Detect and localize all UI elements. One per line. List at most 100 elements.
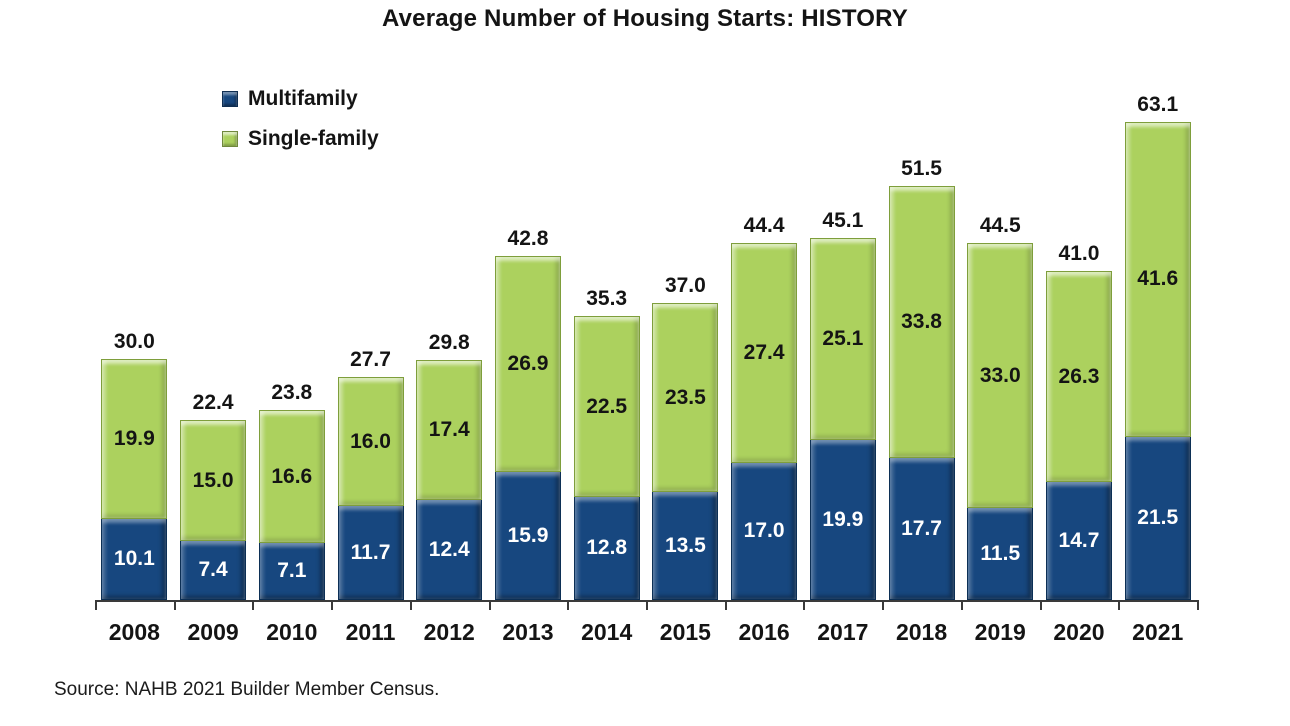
total-label-2008: 30.0: [113, 330, 155, 353]
total-label-2021: 63.1: [1137, 93, 1179, 116]
total-label-2020: 41.0: [1058, 242, 1100, 265]
segment-value-label: 19.9: [113, 427, 155, 450]
bar-segment-multifamily-2012: 12.4: [416, 500, 483, 600]
x-axis-label-2018: 2018: [895, 619, 948, 645]
x-axis-label-2017: 2017: [817, 619, 869, 645]
bar-segment-multifamily-2013: 15.9: [494, 472, 561, 600]
segment-value-label: 26.3: [1058, 364, 1100, 388]
bar-segment-multifamily-2018: 17.7: [888, 458, 955, 600]
x-axis-tick: [252, 600, 254, 610]
x-axis-tick: [1118, 600, 1120, 610]
total-label-2010: 23.8: [271, 381, 313, 404]
bar-segment-single-family-2021: 41.6: [1124, 122, 1191, 437]
x-axis-label-2008: 2008: [108, 619, 160, 645]
segment-value-label: 21.5: [1137, 505, 1179, 529]
bar-column-2014: 35.3 22.5 12.8: [567, 93, 646, 600]
bar-column-2011: 27.7 16.0 11.7: [331, 93, 410, 600]
bar-column-2021: 63.1 41.6 21.5: [1118, 93, 1197, 600]
segment-value-label: 13.5: [664, 533, 706, 557]
bar-segment-multifamily-2009: 7.4: [180, 541, 247, 600]
x-axis-label-2019: 2019: [974, 619, 1026, 645]
source-note: Source: NAHB 2021 Builder Member Census.: [54, 679, 440, 700]
bar-segment-single-family-2014: 22.5: [573, 316, 640, 497]
segment-value-label: 7.1: [277, 559, 307, 582]
bar-segment-single-family-2013: 26.9: [494, 256, 561, 472]
segment-value-label: 11.5: [980, 541, 1021, 565]
x-axis-tick: [489, 600, 491, 610]
segment-value-label: 12.8: [586, 536, 628, 559]
total-label-2011: 27.7: [350, 348, 391, 371]
x-axis-tick: [646, 600, 648, 610]
x-axis-tick: [331, 600, 333, 610]
total-label-2016: 44.4: [743, 214, 785, 237]
bar-segment-multifamily-2019: 11.5: [967, 508, 1034, 600]
x-axis-label-2012: 2012: [423, 619, 475, 645]
segment-value-label: 41.6: [1137, 267, 1179, 291]
total-label-2017: 45.1: [822, 209, 864, 232]
x-axis-tick: [725, 600, 727, 610]
multifamily-swatch-icon: [222, 91, 238, 107]
x-axis-label-2011: 2011: [345, 619, 396, 645]
total-label-2012: 29.8: [428, 331, 470, 354]
chart-title: Average Number of Housing Starts: HISTOR…: [381, 5, 909, 32]
x-axis-tick: [1040, 600, 1042, 610]
x-axis-tick: [961, 600, 963, 610]
segment-value-label: 12.4: [428, 537, 470, 561]
x-axis-tick: [95, 600, 97, 610]
total-label-2015: 37.0: [664, 274, 706, 297]
bar-column-2010: 23.8 16.6 7.1: [252, 93, 331, 600]
segment-value-label: 11.7: [350, 540, 391, 564]
segment-value-label: 17.0: [743, 519, 785, 542]
single-family-swatch-icon: [222, 131, 238, 147]
bar-segment-multifamily-2014: 12.8: [573, 497, 640, 600]
x-axis-tick: [882, 600, 884, 610]
segment-value-label: 23.5: [664, 385, 706, 409]
total-label-2019: 44.5: [979, 214, 1021, 237]
segment-value-label: 33.0: [979, 363, 1021, 387]
bar-column-2020: 41.0 26.3 14.7: [1040, 93, 1119, 600]
segment-value-label: 25.1: [822, 327, 864, 350]
bar-segment-multifamily-2021: 21.5: [1124, 436, 1191, 600]
segment-value-label: 14.7: [1058, 528, 1100, 552]
x-axis-tick: [803, 600, 805, 610]
x-axis-labels: 2008 2009 2010 2011 2012 2013 2014 2015 2016 2017…: [95, 619, 1197, 646]
legend-label-single-family: Single-family: [248, 127, 379, 150]
segment-value-label: 7.4: [198, 558, 228, 581]
bar-segment-multifamily-2020: 14.7: [1045, 482, 1112, 600]
x-axis-label-2014: 2014: [581, 619, 633, 645]
bar-column-2009: 22.4 15.0 7.4: [174, 93, 253, 600]
bar-segment-multifamily-2015: 13.5: [652, 492, 719, 600]
bar-column-2015: 37.0 23.5 13.5: [646, 93, 725, 600]
total-label-2013: 42.8: [507, 227, 549, 250]
legend-item-multifamily: Multifamily: [222, 87, 379, 111]
x-axis-label-2020: 2020: [1053, 619, 1105, 645]
segment-value-label: 17.4: [428, 418, 470, 441]
bar-segment-single-family-2008: 19.9: [101, 359, 168, 519]
segment-value-label: 19.9: [822, 507, 864, 531]
total-label-2014: 35.3: [586, 287, 628, 310]
total-label-2009: 22.4: [192, 391, 234, 414]
segment-value-label: 22.5: [586, 394, 628, 418]
segment-value-label: 27.4: [743, 341, 785, 364]
bar-column-2013: 42.8 26.9 15.9: [489, 93, 568, 600]
bar-segment-single-family-2016: 27.4: [731, 243, 798, 463]
bar-column-2017: 45.1 25.1 19.9: [803, 93, 882, 600]
total-label-2018: 51.5: [901, 157, 942, 180]
bar-column-2012: 29.8 17.4 12.4: [410, 93, 489, 600]
segment-value-label: 17.7: [901, 516, 942, 540]
bar-segment-single-family-2015: 23.5: [652, 303, 719, 492]
x-axis-tick: [567, 600, 569, 610]
bar-segment-single-family-2011: 16.0: [337, 377, 404, 506]
x-axis-label-2009: 2009: [187, 619, 239, 645]
x-axis-label-2021: 2021: [1132, 619, 1184, 645]
bar-segment-single-family-2009: 15.0: [180, 420, 247, 541]
bar-column-2018: 51.5 33.8 17.7: [882, 93, 961, 600]
x-axis-label-2016: 2016: [738, 619, 790, 645]
bar-segment-single-family-2017: 25.1: [809, 238, 876, 440]
bar-segment-multifamily-2016: 17.0: [731, 463, 798, 600]
x-axis-tick: [410, 600, 412, 610]
legend-label-multifamily: Multifamily: [248, 87, 358, 110]
bar-segment-single-family-2019: 33.0: [967, 243, 1034, 508]
bar-column-2016: 44.4 27.4 17.0: [725, 93, 804, 600]
bar-segment-single-family-2018: 33.8: [888, 186, 955, 458]
